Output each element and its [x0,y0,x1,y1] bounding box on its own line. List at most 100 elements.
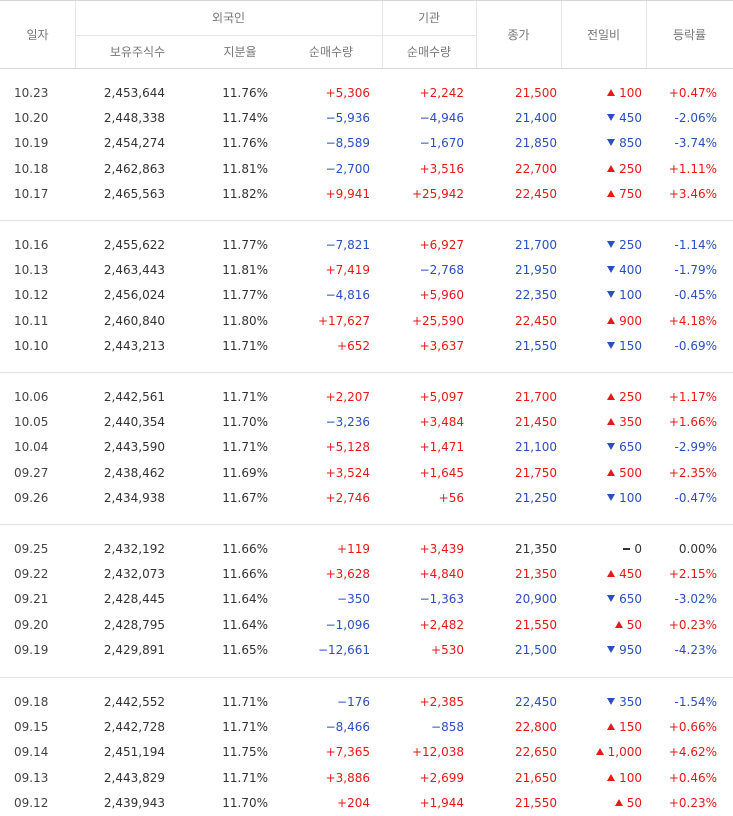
cell-inst-net: +1,645 [419,465,464,480]
cell-date: 10.19 [14,136,49,151]
cell-close: 21,100 [515,440,557,455]
cell-change-value: 250 [619,390,642,404]
cell-ownership: 11.75% [222,745,268,760]
cell-change: 100 [607,766,642,791]
cell-foreign-net: −7,821 [325,238,370,252]
cell-change-value: 150 [619,720,642,735]
cell-close: 21,450 [515,415,557,430]
header-inst-net: 순매수량 [406,45,452,59]
triangle-down-icon [607,114,616,122]
cell-change-value: 450 [619,111,642,126]
cell-change: 850 [607,131,642,156]
cell-close: 20,900 [515,592,557,607]
cell-change-value: 650 [619,592,642,607]
cell-inst-net: +1,471 [419,440,464,455]
cell-close: 21,250 [515,490,557,505]
cell-shares-held: 2,453,644 [103,86,165,100]
cell-inst-net: +25,942 [411,186,464,201]
header-date: 일자 [26,28,49,42]
triangle-down-icon [607,443,616,451]
triangle-up-icon [607,570,616,578]
cell-ownership: 11.71% [222,440,268,455]
table-row: 10.05 2,440,354 11.70% −3,236 +3,484 21,450 35… [0,410,733,435]
cell-inst-net: −1,363 [419,592,464,607]
cell-ownership: 11.66% [222,567,268,582]
cell-rate: +0.23% [668,617,717,632]
triangle-down-icon [607,266,616,274]
cell-date: 09.25 [14,542,49,556]
cell-ownership: 11.71% [222,695,268,709]
cell-rate: -3.74% [674,136,717,151]
cell-inst-net: +530 [431,642,464,657]
cell-shares-held: 2,462,863 [103,161,165,176]
cell-close: 22,450 [515,695,557,709]
header-shares-held: 보유주식수 [109,45,166,59]
cell-ownership: 11.71% [222,770,268,785]
cell-change: 50 [614,613,642,638]
cell-date: 09.13 [14,770,49,785]
cell-change-value: 50 [626,617,642,632]
table-row: 09.19 2,429,891 11.65% −12,661 +530 21,500 950… [0,638,733,663]
cell-change: 100 [607,81,642,106]
table-row: 10.11 2,460,840 11.80% +17,627 +25,590 22,450… [0,309,733,334]
triangle-down-icon [607,698,616,705]
cell-date: 10.16 [14,238,49,252]
cell-inst-net: +4,840 [419,567,464,582]
cell-change-value: 950 [619,642,642,657]
cell-inst-net: +3,439 [419,542,464,556]
cell-change-value: 100 [619,288,642,303]
cell-close: 21,550 [515,617,557,632]
cell-date: 10.04 [14,440,49,455]
cell-ownership: 11.64% [222,617,268,632]
triangle-down-icon [607,291,616,299]
cell-change: 500 [607,461,642,486]
triangle-up-icon [607,418,616,426]
cell-foreign-net: −8,466 [325,720,370,735]
cell-change-value: 650 [619,440,642,455]
cell-shares-held: 2,443,829 [103,770,165,785]
cell-inst-net: +3,516 [419,161,464,176]
triangle-up-icon [607,393,616,400]
cell-inst-net: +2,242 [419,86,464,100]
header-close: 종가 [507,28,530,42]
cell-ownership: 11.81% [222,161,268,176]
cell-foreign-net: +204 [337,795,370,810]
cell-inst-net: +2,385 [419,695,464,709]
cell-rate: -3.02% [674,592,717,607]
cell-foreign-net: +3,524 [325,465,370,480]
cell-foreign-net: +7,365 [325,745,370,760]
cell-rate: +2.35% [668,465,717,480]
cell-date: 10.06 [14,390,49,404]
cell-change: 650 [607,435,642,460]
cell-ownership: 11.67% [222,490,268,505]
cell-close: 21,850 [515,136,557,151]
cell-date: 09.22 [14,567,49,582]
cell-change: 900 [607,309,642,334]
table-row: 10.12 2,456,024 11.77% −4,816 +5,960 22,350 10… [0,283,733,308]
table-row: 09.22 2,432,073 11.66% +3,628 +4,840 21,350 45… [0,562,733,587]
cell-date: 10.13 [14,263,49,278]
table-header: 일자 외국인 기관 보유주식수 지분율 순매수량 순매수량 종가 전일비 등락률 [0,0,733,69]
cell-foreign-net: −12,661 [317,642,370,657]
cell-rate: -1.54% [674,695,717,709]
cell-ownership: 11.66% [222,542,268,556]
cell-rate: +0.47% [668,86,717,100]
cell-date: 09.12 [14,795,49,810]
cell-date: 10.20 [14,111,49,126]
cell-inst-net: +2,482 [419,617,464,632]
triangle-down-icon [607,139,616,147]
cell-foreign-net: +3,886 [325,770,370,785]
cell-shares-held: 2,432,192 [103,542,165,556]
cell-inst-net: −2,768 [419,263,464,278]
cell-close: 22,650 [515,745,557,760]
cell-change: 100 [607,486,642,511]
cell-ownership: 11.70% [222,415,268,430]
cell-ownership: 11.80% [222,313,268,328]
cell-close: 21,500 [515,642,557,657]
triangle-down-icon [607,341,616,349]
cell-change-value: 450 [619,567,642,582]
cell-change: 400 [607,258,642,283]
cell-shares-held: 2,428,795 [103,617,165,632]
cell-change: 100 [607,283,642,308]
cell-ownership: 11.70% [222,795,268,810]
